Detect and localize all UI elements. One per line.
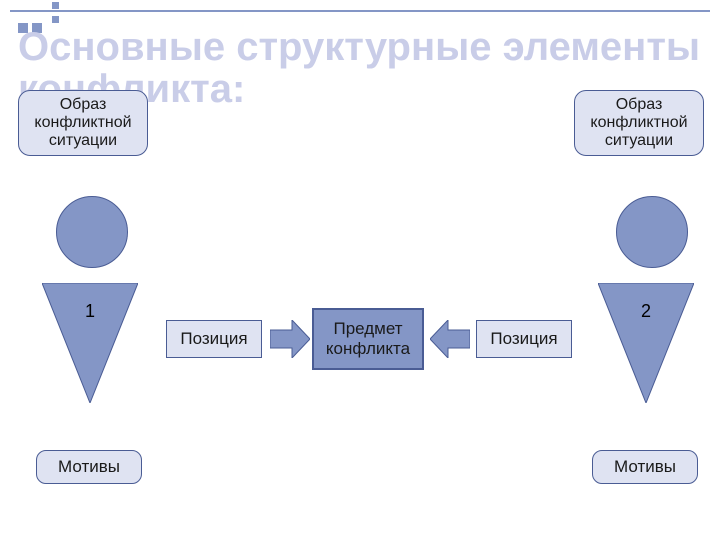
top-rule [10, 10, 710, 12]
decor-square-4 [52, 16, 59, 23]
position-right-text: Позиция [490, 329, 557, 349]
position-right: Позиция [476, 320, 572, 358]
triangle-left-label: 1 [42, 301, 138, 322]
triangle-right-label: 2 [598, 301, 694, 322]
slide-root: Основные структурные элементы конфликта:… [0, 0, 720, 540]
circle-left [56, 196, 128, 268]
motives-left: Мотивы [36, 450, 142, 484]
callout-left-text: Образ конфликтной ситуации [25, 96, 141, 150]
callout-right-text: Образ конфликтной ситуации [581, 96, 697, 150]
circle-right [616, 196, 688, 268]
callout-right: Образ конфликтной ситуации [574, 90, 704, 156]
motives-right: Мотивы [592, 450, 698, 484]
position-left-text: Позиция [180, 329, 247, 349]
triangle-right: 2 [598, 283, 694, 403]
decor-square-3 [52, 2, 59, 9]
subject-text: Предмет конфликта [314, 319, 422, 360]
arrow-right-icon [270, 320, 310, 358]
subject-box: Предмет конфликта [312, 308, 424, 370]
triangle-left: 1 [42, 283, 138, 403]
callout-left: Образ конфликтной ситуации [18, 90, 148, 156]
motives-left-text: Мотивы [58, 457, 120, 477]
motives-right-text: Мотивы [614, 457, 676, 477]
arrow-left-icon [430, 320, 470, 358]
position-left: Позиция [166, 320, 262, 358]
